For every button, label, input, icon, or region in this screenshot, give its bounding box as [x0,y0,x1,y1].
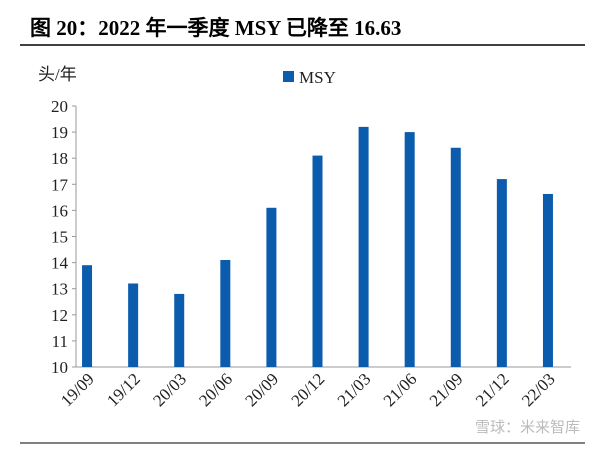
bar [128,283,139,367]
y-tick-label: 19 [51,123,68,142]
bar [496,179,507,367]
y-tick-label: 17 [51,175,69,194]
watermark: 雪球：米来智库 [475,418,580,436]
legend-swatch [283,71,294,82]
bar [174,293,185,367]
bar [542,193,553,367]
x-tick-label: 20/12 [288,369,329,410]
x-tick-label: 20/03 [149,369,190,410]
legend-label: MSY [299,68,336,87]
x-tick-label: 21/09 [426,369,467,410]
y-tick-label: 20 [51,97,68,116]
y-tick-label: 10 [51,358,68,377]
y-tick-label: 18 [51,149,68,168]
y-tick-label: 16 [51,201,68,220]
bar [82,265,93,367]
y-tick-label: 13 [51,280,68,299]
bar [220,259,231,367]
x-tick-label: 21/12 [472,369,513,410]
y-tick-label: 12 [51,306,68,325]
y-tick-label: 15 [51,228,68,247]
bar [358,126,369,367]
x-tick-label: 20/09 [241,369,282,410]
x-tick-label: 21/03 [334,369,375,410]
x-tick-label: 19/12 [103,369,144,410]
bar [266,207,277,367]
bar [450,147,461,367]
chart-title: 图 20：2022 年一季度 MSY 已降至 16.63 [30,16,401,40]
y-axis-label: 头/年 [38,65,77,84]
x-tick-label: 21/06 [380,369,421,410]
y-tick-label: 14 [51,254,69,273]
x-tick-label: 20/06 [195,369,236,410]
x-tick-label: 22/03 [518,369,559,410]
bar [404,132,415,367]
bar [312,155,323,367]
y-tick-label: 11 [52,332,68,351]
